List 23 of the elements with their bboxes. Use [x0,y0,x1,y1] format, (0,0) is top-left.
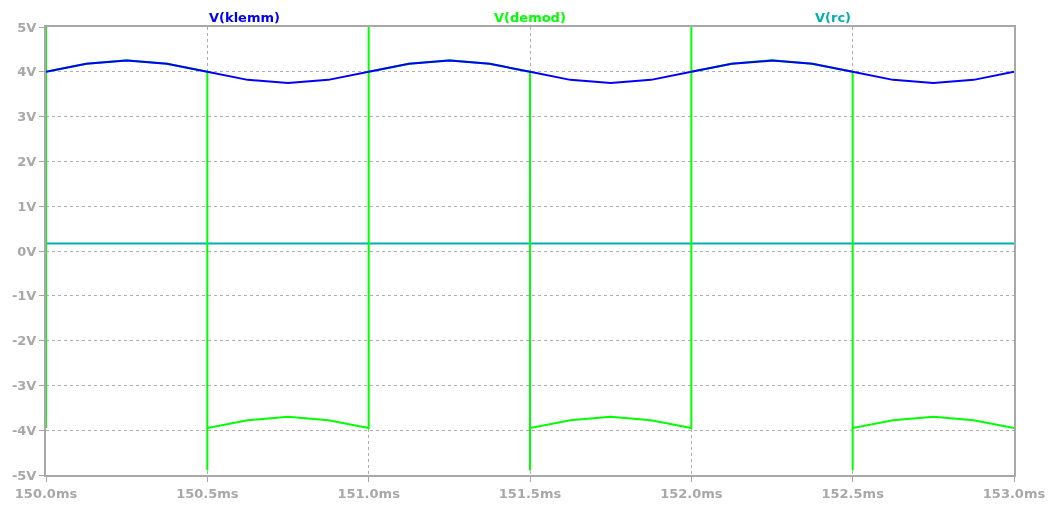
y-tick-label: 0V [17,243,37,259]
y-tick-label: 3V [17,109,37,125]
y-tick-label: -4V [11,422,37,438]
text: V(rc) [815,10,852,25]
text: V(demod) [494,10,566,25]
y-tick-label: 1V [17,198,37,214]
line-series [46,27,1014,472]
line-series [46,59,1014,84]
x-tick-label: 153.0ms [982,485,1046,501]
y-tick-label: -2V [11,333,37,349]
x-tick-label: 150.0ms [14,485,78,501]
x-tick-label: 152.0ms [660,485,723,501]
y-tick-label: 4V [17,64,37,80]
y-tick-label: -1V [11,288,37,304]
y-tick-label: -5V [11,467,37,483]
x-tick-label: 151.5ms [498,485,562,501]
y-tick-label: 5V [17,19,37,35]
y-tick-label: -3V [11,377,37,393]
x-tick-label: 152.5ms [821,485,885,501]
text: V(klemm) [209,10,280,25]
x-tick-label: 151.0ms [337,485,401,501]
y-tick-label: 2V [17,153,37,169]
x-tick-label: 150.5ms [176,485,239,501]
